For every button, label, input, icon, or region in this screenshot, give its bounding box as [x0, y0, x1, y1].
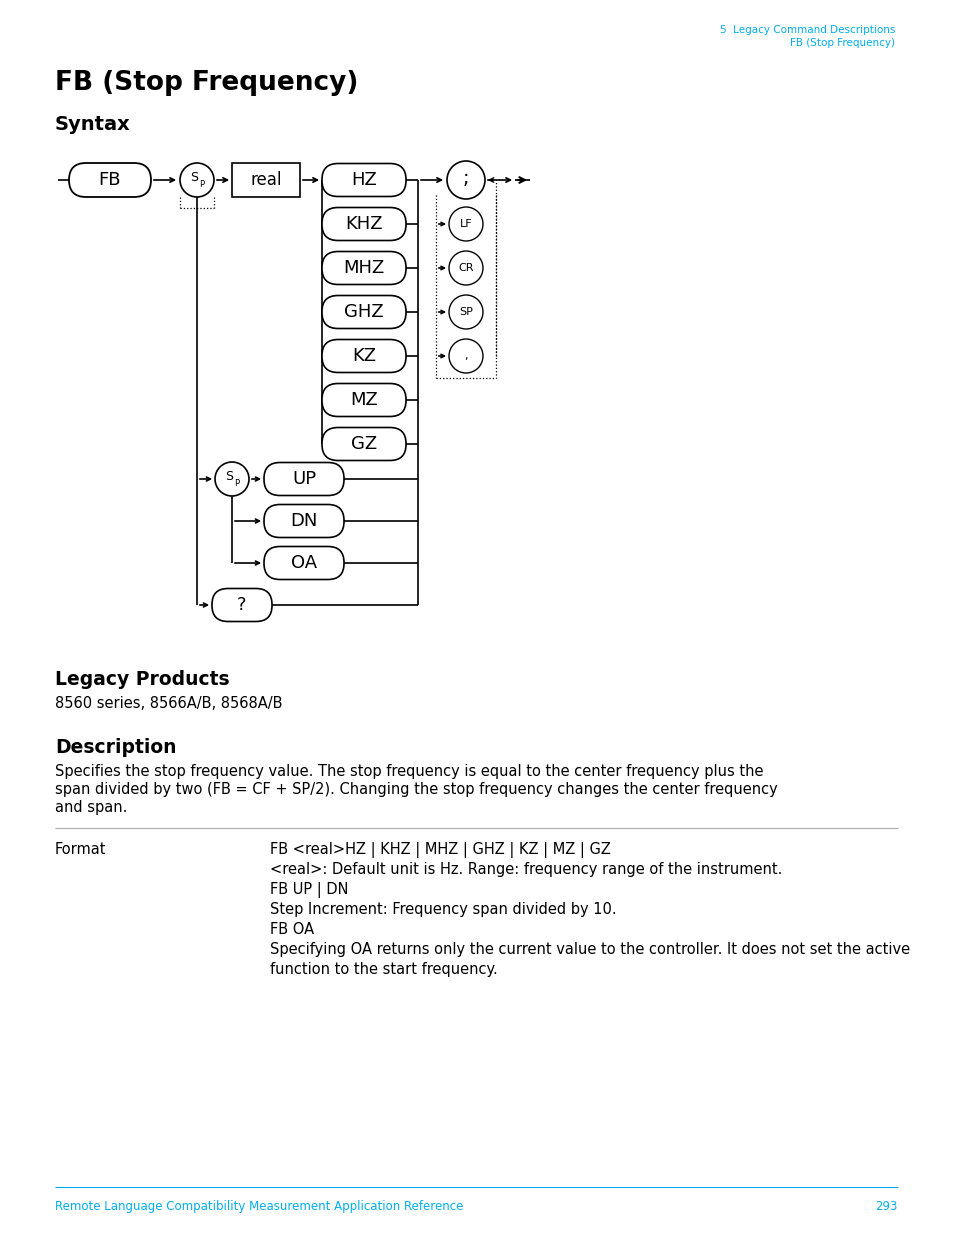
FancyBboxPatch shape: [322, 252, 406, 284]
Text: 293: 293: [875, 1200, 897, 1213]
FancyBboxPatch shape: [69, 163, 151, 198]
FancyBboxPatch shape: [322, 163, 406, 196]
FancyBboxPatch shape: [322, 340, 406, 373]
Text: Syntax: Syntax: [55, 115, 131, 135]
Text: Format: Format: [55, 842, 107, 857]
Text: MHZ: MHZ: [343, 259, 384, 277]
Text: FB UP | DN: FB UP | DN: [270, 882, 348, 898]
Text: 8560 series, 8566A/B, 8568A/B: 8560 series, 8566A/B, 8568A/B: [55, 697, 282, 711]
Text: OA: OA: [291, 555, 316, 572]
Text: and span.: and span.: [55, 800, 128, 815]
Text: function to the start frequency.: function to the start frequency.: [270, 962, 497, 977]
Text: MZ: MZ: [350, 391, 377, 409]
FancyBboxPatch shape: [322, 295, 406, 329]
Text: CR: CR: [457, 263, 474, 273]
Text: UP: UP: [292, 471, 315, 488]
FancyBboxPatch shape: [212, 589, 272, 621]
Text: P: P: [234, 478, 239, 488]
Text: Specifies the stop frequency value. The stop frequency is equal to the center fr: Specifies the stop frequency value. The …: [55, 764, 762, 779]
Text: FB: FB: [99, 170, 121, 189]
Circle shape: [180, 163, 213, 198]
Text: Specifying OA returns only the current value to the controller. It does not set : Specifying OA returns only the current v…: [270, 942, 909, 957]
Text: ?: ?: [237, 597, 247, 614]
Text: FB (Stop Frequency): FB (Stop Frequency): [789, 38, 894, 48]
Text: KHZ: KHZ: [345, 215, 382, 233]
Text: Step Increment: Frequency span divided by 10.: Step Increment: Frequency span divided b…: [270, 902, 616, 918]
Text: Remote Language Compatibility Measurement Application Reference: Remote Language Compatibility Measuremen…: [55, 1200, 463, 1213]
FancyBboxPatch shape: [264, 547, 344, 579]
Text: span divided by two (FB = CF + SP/2). Changing the stop frequency changes the ce: span divided by two (FB = CF + SP/2). Ch…: [55, 782, 777, 797]
Text: Legacy Products: Legacy Products: [55, 671, 230, 689]
Text: Description: Description: [55, 739, 176, 757]
Text: <real>: Default unit is Hz. Range: frequency range of the instrument.: <real>: Default unit is Hz. Range: frequ…: [270, 862, 781, 877]
Text: LF: LF: [459, 219, 472, 228]
FancyBboxPatch shape: [322, 207, 406, 241]
FancyBboxPatch shape: [264, 505, 344, 537]
Text: P: P: [199, 179, 204, 189]
Circle shape: [214, 462, 249, 496]
Circle shape: [447, 161, 484, 199]
Text: GZ: GZ: [351, 435, 376, 453]
Text: S: S: [190, 170, 198, 184]
Text: SP: SP: [458, 308, 473, 317]
FancyBboxPatch shape: [264, 462, 344, 495]
Text: FB (Stop Frequency): FB (Stop Frequency): [55, 70, 358, 96]
Text: FB OA: FB OA: [270, 923, 314, 937]
Text: 5  Legacy Command Descriptions: 5 Legacy Command Descriptions: [719, 25, 894, 35]
FancyBboxPatch shape: [322, 427, 406, 461]
Text: ;: ;: [462, 168, 469, 188]
FancyBboxPatch shape: [322, 384, 406, 416]
Text: FB <real>HZ | KHZ | MHZ | GHZ | KZ | MZ | GZ: FB <real>HZ | KHZ | MHZ | GHZ | KZ | MZ …: [270, 842, 610, 858]
Circle shape: [449, 338, 482, 373]
Text: GHZ: GHZ: [344, 303, 383, 321]
Circle shape: [449, 295, 482, 329]
Circle shape: [449, 251, 482, 285]
Text: ,: ,: [464, 351, 467, 361]
Circle shape: [449, 207, 482, 241]
Bar: [232, 163, 299, 198]
Text: S: S: [225, 469, 233, 483]
Text: KZ: KZ: [352, 347, 375, 366]
Text: DN: DN: [290, 513, 317, 530]
Text: HZ: HZ: [351, 170, 376, 189]
Text: real: real: [250, 170, 281, 189]
